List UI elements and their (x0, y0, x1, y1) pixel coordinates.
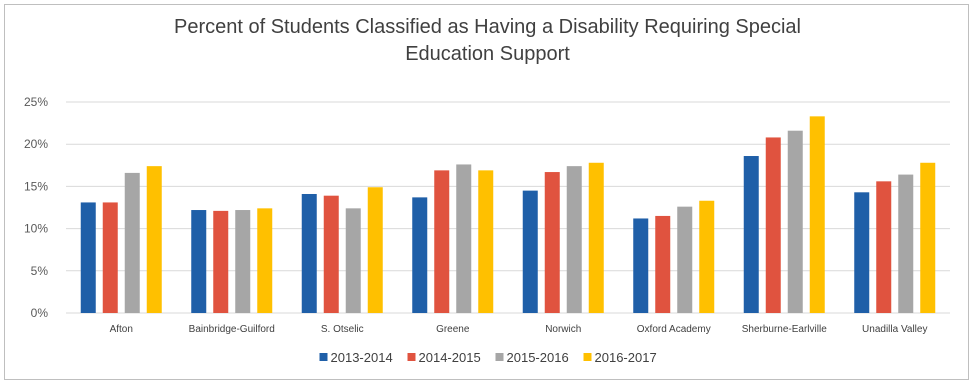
bar (765, 137, 781, 313)
x-category-label: Norwich (545, 324, 581, 335)
y-tick-label: 10% (24, 222, 48, 236)
bar (257, 208, 273, 313)
legend-label: 2013-2014 (331, 350, 393, 365)
y-tick-label: 5% (31, 264, 49, 278)
bar (566, 166, 582, 313)
x-category-label: Unadilla Valley (862, 324, 927, 335)
bar (876, 181, 892, 313)
bar (699, 200, 715, 313)
bar (301, 193, 317, 313)
bar (478, 170, 494, 313)
legend-label: 2015-2016 (507, 350, 569, 365)
bar (588, 162, 604, 313)
bar (677, 206, 693, 313)
bar (367, 187, 383, 313)
bar (412, 197, 428, 313)
bar (743, 156, 759, 313)
bar (787, 130, 803, 313)
bar (854, 192, 870, 313)
y-tick-label: 15% (24, 179, 48, 193)
legend-swatch (583, 353, 592, 361)
bar (124, 172, 140, 313)
bar (633, 218, 649, 313)
chart-title-line-2: Education Support (405, 43, 570, 65)
bar (323, 195, 339, 313)
x-category-label: Afton (110, 324, 133, 335)
bar (809, 116, 825, 314)
bar (102, 202, 118, 313)
bar (544, 172, 560, 313)
legend-swatch (407, 353, 416, 361)
bar (434, 170, 450, 313)
legend-label: 2014-2015 (419, 350, 481, 365)
bar (235, 210, 251, 313)
bar (920, 162, 936, 313)
bar (456, 164, 472, 313)
x-category-label: Bainbridge-Guilford (189, 324, 275, 335)
legend-swatch (319, 353, 328, 361)
chart-title: Percent of Students Classified as Having… (0, 14, 975, 68)
y-tick-label: 20% (24, 137, 48, 151)
x-category-label: Oxford Academy (637, 324, 711, 335)
x-category-label: Greene (436, 324, 470, 335)
bar (345, 208, 361, 313)
legend-swatch (495, 353, 504, 361)
y-tick-label: 0% (31, 306, 49, 320)
x-category-label: S. Otselic (321, 324, 364, 335)
bar (522, 190, 538, 313)
y-tick-label: 25% (24, 95, 48, 109)
bar (80, 202, 96, 313)
bar (655, 215, 671, 313)
bar (191, 210, 207, 313)
chart-title-line-1: Percent of Students Classified as Having… (174, 16, 801, 38)
legend-label: 2016-2017 (595, 350, 657, 365)
bar (213, 210, 229, 313)
bar (898, 174, 914, 313)
x-category-label: Sherburne-Earlville (742, 324, 827, 335)
bar (146, 166, 162, 313)
